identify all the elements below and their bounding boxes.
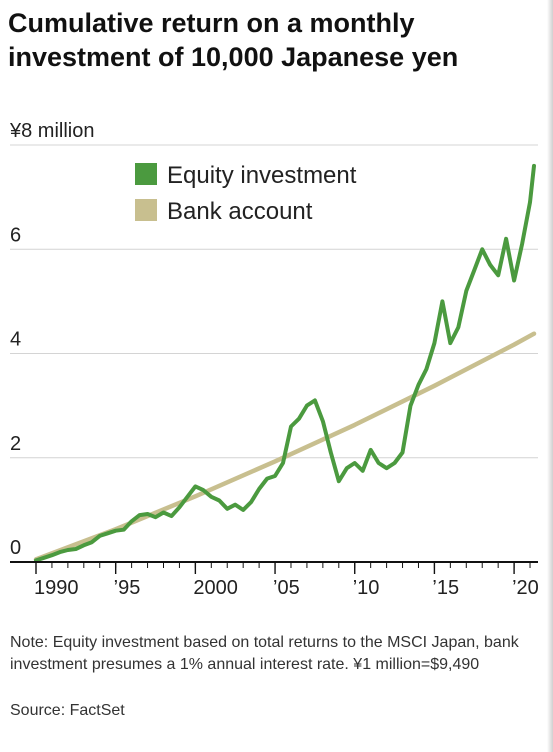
data-point xyxy=(226,508,228,510)
data-point xyxy=(258,488,260,490)
data-point xyxy=(123,529,125,531)
data-point xyxy=(194,485,196,488)
data-point xyxy=(234,504,236,506)
data-point xyxy=(386,467,388,469)
data-point xyxy=(393,462,396,464)
data-point xyxy=(362,470,364,472)
data-point xyxy=(433,385,436,387)
data-point xyxy=(425,368,428,370)
data-point xyxy=(154,516,157,518)
data-point xyxy=(457,326,459,329)
data-point xyxy=(513,279,515,282)
data-point xyxy=(346,467,348,469)
chart-title: Cumulative return on a monthly investmen… xyxy=(8,8,459,72)
x-tick-label: 2000 xyxy=(193,577,238,599)
x-tick-label: ’05 xyxy=(273,577,300,599)
data-point xyxy=(83,544,85,546)
data-point xyxy=(465,290,467,292)
x-tick-label: ’10 xyxy=(353,577,380,599)
data-point xyxy=(115,530,117,532)
y-tick-label: 6 xyxy=(10,224,21,246)
y-tick-label: ¥8 million xyxy=(9,120,94,142)
page-edge-shadow xyxy=(547,0,553,752)
data-point xyxy=(378,462,380,464)
y-tick-label: 4 xyxy=(10,329,21,351)
data-point xyxy=(314,399,316,402)
data-point xyxy=(99,535,101,537)
data-point xyxy=(298,418,300,420)
data-point xyxy=(533,333,535,335)
data-point xyxy=(186,496,188,498)
x-tick-label: ’95 xyxy=(114,577,141,599)
line-chart: 0 2 4 6 ¥8 million 1990 ’95 2000 ’05 ’10 ’15 ’20 E… xyxy=(9,120,539,599)
data-point xyxy=(43,557,45,559)
x-tick-label: ’20 xyxy=(512,577,539,599)
data-point xyxy=(409,405,412,407)
data-point xyxy=(505,238,507,240)
data-point xyxy=(178,506,181,508)
data-point xyxy=(481,248,483,250)
data-point xyxy=(162,511,165,514)
data-point xyxy=(370,449,372,451)
x-tick-label: ’15 xyxy=(432,577,459,599)
data-point xyxy=(75,548,77,550)
data-point xyxy=(170,515,173,517)
data-point xyxy=(290,425,292,428)
data-point xyxy=(250,501,252,503)
gridlines: 0 2 4 6 ¥8 million xyxy=(9,120,538,559)
data-point xyxy=(489,264,491,266)
data-point xyxy=(441,300,443,302)
legend-swatch xyxy=(135,199,157,221)
data-point xyxy=(266,478,268,480)
data-point xyxy=(533,165,535,167)
y-tick-label: 2 xyxy=(10,433,21,455)
data-point xyxy=(274,475,276,477)
data-point xyxy=(282,462,284,464)
legend-label: Bank account xyxy=(167,198,313,225)
data-point xyxy=(529,201,531,203)
data-point xyxy=(210,496,212,498)
data-point xyxy=(449,342,451,344)
data-point xyxy=(218,499,220,502)
data-point xyxy=(401,451,404,454)
chart-source: Source: FactSet xyxy=(10,702,125,719)
data-point xyxy=(138,514,141,516)
data-point xyxy=(51,554,53,556)
data-point xyxy=(242,509,244,511)
data-point xyxy=(35,559,37,562)
x-tick-label: 1990 xyxy=(34,577,79,599)
series-layer xyxy=(33,163,537,563)
legend-label: Equity investment xyxy=(167,162,357,189)
legend-swatch xyxy=(135,163,157,185)
y-tick-label: 0 xyxy=(10,537,21,559)
data-point xyxy=(433,342,436,344)
legend: Equity investment Bank account xyxy=(135,162,357,225)
series-line-equity-investment xyxy=(34,163,536,563)
data-point xyxy=(194,495,196,497)
data-point xyxy=(107,532,109,534)
data-point xyxy=(417,384,420,386)
data-point xyxy=(497,274,499,276)
data-point xyxy=(202,489,204,491)
data-point xyxy=(146,513,149,515)
data-point xyxy=(521,243,523,245)
data-point xyxy=(330,451,332,454)
chart-note: Note: Equity investment based on total r… xyxy=(10,634,519,673)
data-point xyxy=(67,549,69,551)
data-point xyxy=(59,551,61,553)
data-point xyxy=(306,405,308,407)
data-point xyxy=(338,480,340,482)
data-point xyxy=(473,269,475,271)
data-point xyxy=(354,424,356,426)
data-point xyxy=(513,344,515,346)
data-point xyxy=(274,460,276,462)
x-axis: 1990 ’95 2000 ’05 ’10 ’15 ’20 xyxy=(10,561,539,599)
data-point xyxy=(354,462,356,464)
data-point xyxy=(91,541,93,543)
data-point xyxy=(131,520,133,522)
data-point xyxy=(322,420,324,422)
